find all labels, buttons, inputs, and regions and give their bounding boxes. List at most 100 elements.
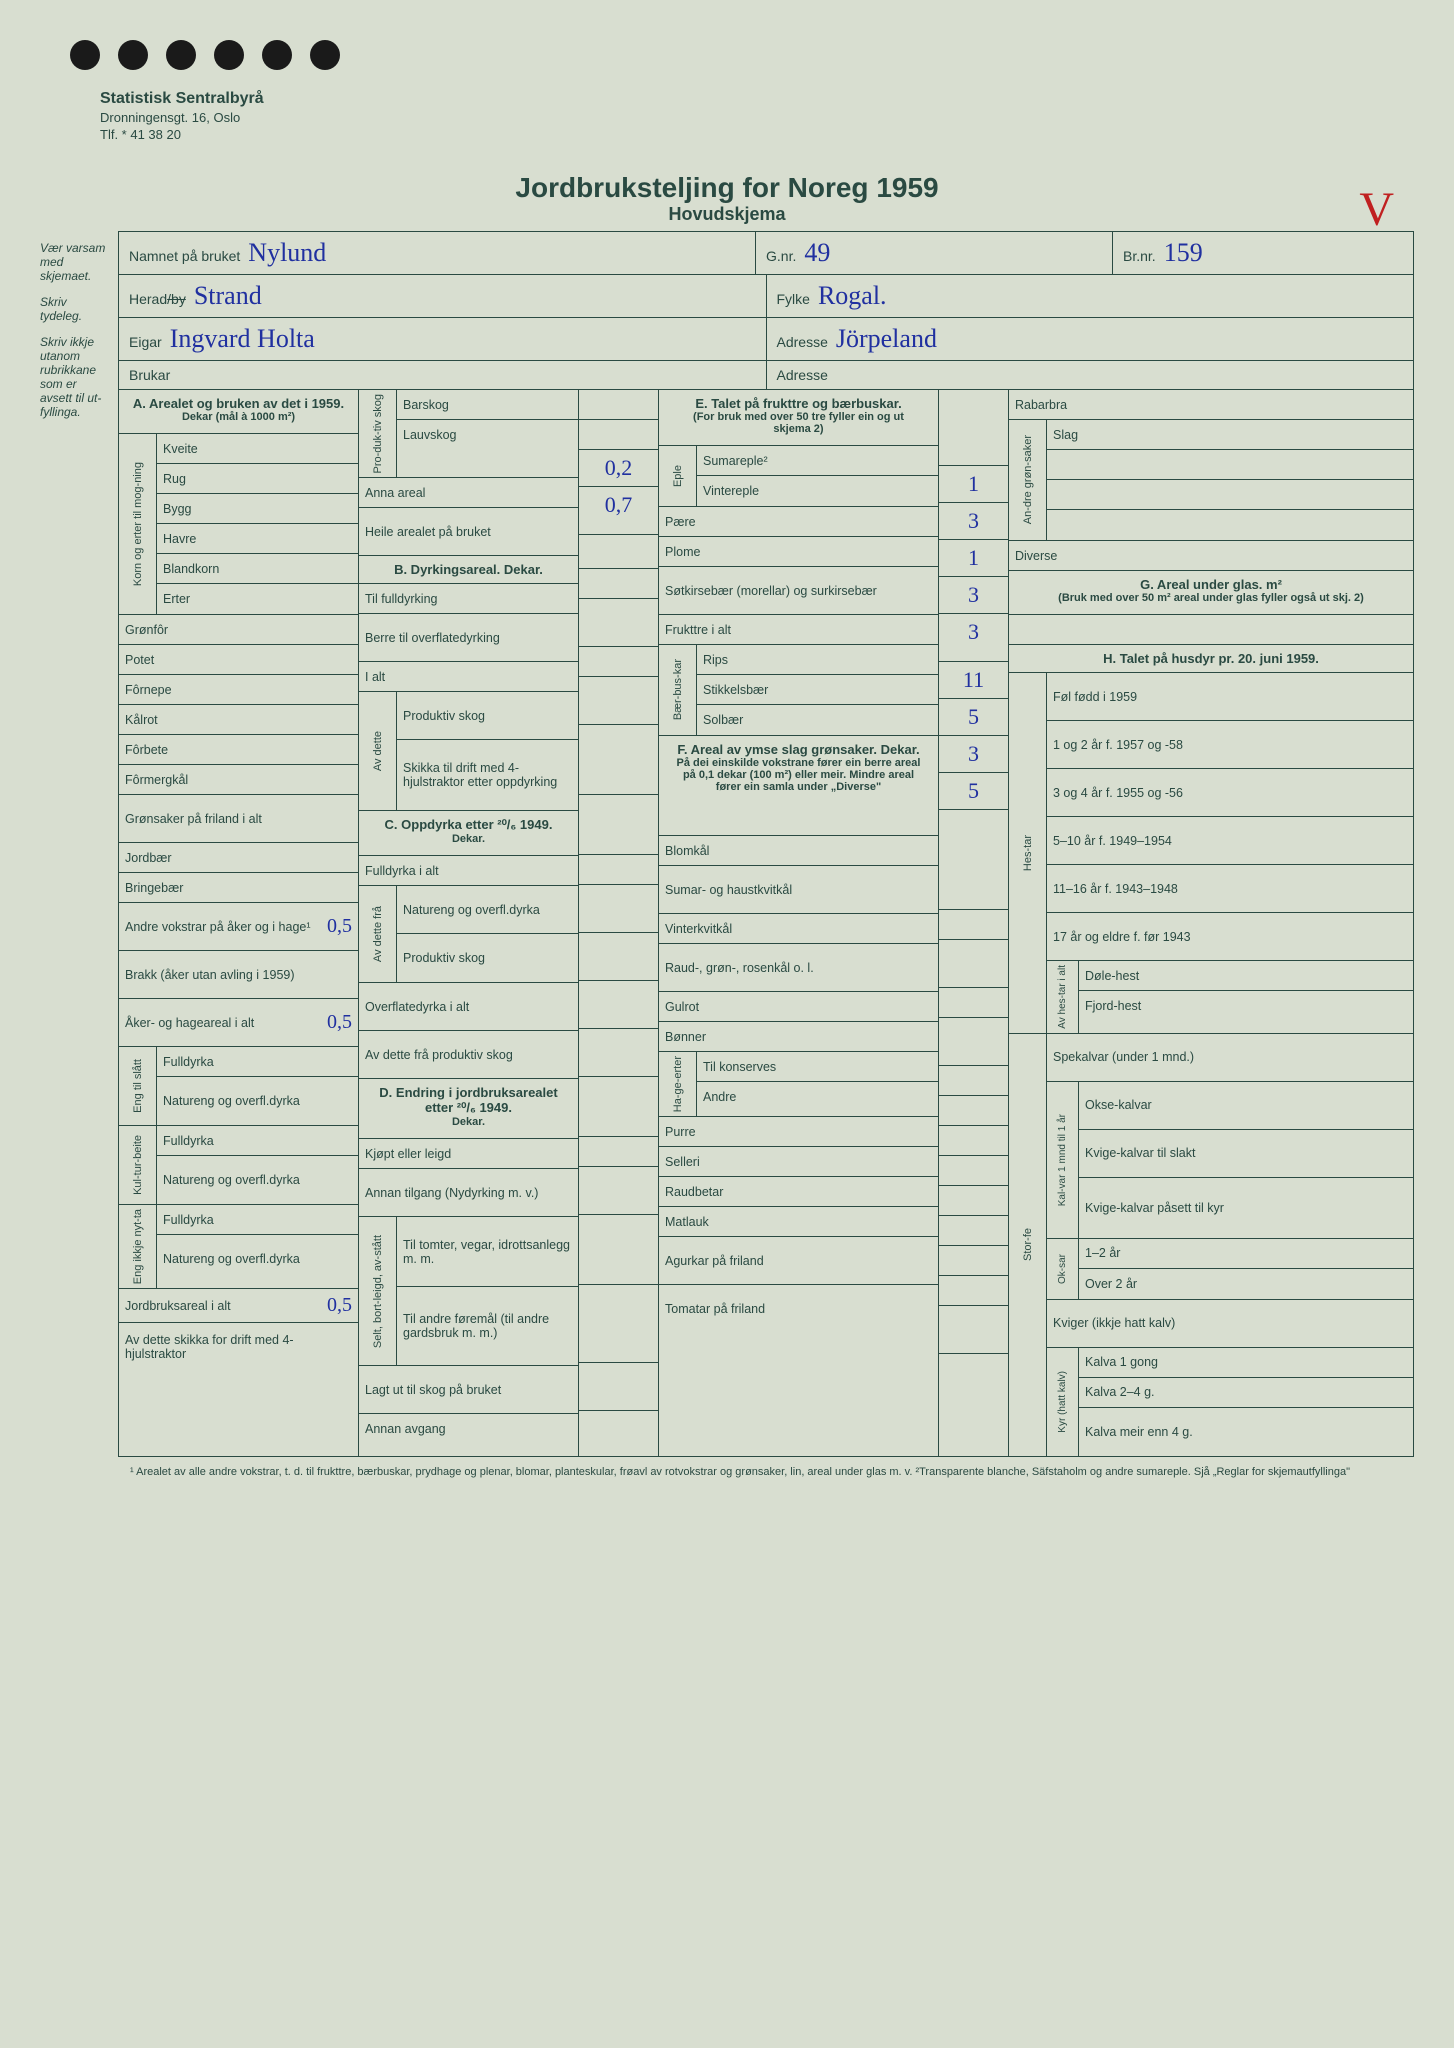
- fylke-value[interactable]: Rogal.: [818, 281, 1403, 311]
- adresse-value[interactable]: Jörpeland: [836, 324, 1403, 354]
- h-k2: Kalva 2–4 g.: [1079, 1378, 1413, 1408]
- h-3-4: 3 og 4 år f. 1955 og -56: [1047, 769, 1413, 817]
- h-1-2: 1 og 2 år f. 1957 og -58: [1047, 721, 1413, 769]
- v-kirsebaer[interactable]: 3: [939, 614, 1008, 662]
- brnr-label: Br.nr.: [1123, 248, 1156, 264]
- e-paere: Pære: [659, 507, 938, 537]
- g-diverse: Diverse: [1009, 541, 1413, 571]
- f-tomatar: Tomatar på friland: [659, 1285, 938, 1333]
- g-head: G. Areal under glas. m² (Bruk med over 5…: [1009, 571, 1413, 615]
- v-lauvskog[interactable]: [579, 420, 658, 450]
- v-anna[interactable]: 0,2: [579, 450, 658, 487]
- adresse2-label: Adresse: [777, 367, 828, 383]
- d-kjopt: Kjøpt eller leigd: [359, 1139, 578, 1169]
- e-solbaer: Solbær: [697, 705, 938, 735]
- f-head: F. Areal av ymse slag grønsaker. Dekar. …: [659, 736, 938, 836]
- b-head: B. Dyrkingsareal. Dekar.: [359, 556, 578, 584]
- e-vintereple: Vintereple: [697, 476, 938, 506]
- v-rips[interactable]: 5: [939, 699, 1008, 736]
- v-frukttre-ialt[interactable]: 11: [939, 662, 1008, 699]
- col-ef: E. Talet på frukttre og bærbuskar. (For …: [659, 390, 939, 1456]
- h-o12: 1–2 år: [1079, 1239, 1413, 1269]
- e-kirsebaer: Søtkirsebær (morellar) og surkirsebær: [659, 567, 938, 615]
- sub-title: Hovudskjema: [40, 204, 1414, 225]
- a-erter: Erter: [157, 584, 358, 614]
- b-ialt: I alt: [359, 662, 578, 692]
- a-head: A. Arealet og bruken av det i 1959. Deka…: [119, 390, 358, 434]
- b-overflate: Berre til overflatedyrking: [359, 614, 578, 662]
- h-okse: Okse-kalvar: [1079, 1082, 1413, 1130]
- prod-lauvskog: Lauvskog: [397, 420, 578, 450]
- gnr-value[interactable]: 49: [804, 238, 1102, 268]
- col-gh: Rabarbra An-dre grøn-saker Slag Diverse …: [1009, 390, 1413, 1456]
- a-andre-vokstrar-val[interactable]: 0,5: [327, 915, 352, 938]
- v-heile[interactable]: 0,7: [579, 487, 658, 535]
- title-row: Jordbruksteljing for Noreg 1959 Hovudskj…: [40, 172, 1414, 225]
- h-kviger: Kviger (ikkje hatt kalv): [1047, 1300, 1413, 1348]
- a-aker-hage-val[interactable]: 0,5: [327, 1011, 352, 1034]
- e-head: E. Talet på frukttre og bærbuskar. (For …: [659, 390, 938, 446]
- footnote: ¹ Arealet av alle andre vokstrar, t. d. …: [40, 1457, 1414, 1487]
- v-plome[interactable]: 3: [939, 577, 1008, 614]
- brnr-value[interactable]: 159: [1164, 238, 1403, 268]
- a-kveite: Kveite: [157, 434, 358, 464]
- a-jordbruksareal-val[interactable]: 0,5: [327, 1294, 352, 1317]
- c-natureng: Natureng og overfl.dyrka: [397, 886, 578, 934]
- a-aker-hage: Åker- og hageareal i alt 0,5: [119, 999, 358, 1047]
- prod-anna: Anna areal: [359, 478, 578, 508]
- punch-holes: [70, 40, 1414, 70]
- f-raudkal: Raud-, grøn-, rosenkål o. l.: [659, 944, 938, 992]
- v-solbaer[interactable]: 5: [939, 773, 1008, 810]
- side-note-1: Vær varsam med skjemaet.: [40, 241, 110, 283]
- g-slag: Slag: [1047, 420, 1413, 450]
- v-sumareple[interactable]: 1: [939, 466, 1008, 503]
- d-lagt-ut: Lagt ut til skog på bruket: [359, 1366, 578, 1414]
- col-a: A. Arealet og bruken av det i 1959. Deka…: [119, 390, 359, 1456]
- h-fjord: Fjord-hest: [1079, 991, 1413, 1021]
- v-barskog[interactable]: [579, 390, 658, 420]
- namnet-value[interactable]: Nylund: [248, 238, 745, 268]
- v-stikkelsbaer[interactable]: 3: [939, 736, 1008, 773]
- d-andre: Til andre føremål (til andre gardsbruk m…: [397, 1287, 578, 1365]
- h-head: H. Talet på husdyr pr. 20. juni 1959.: [1009, 645, 1413, 673]
- a-brakk: Brakk (åker utan avling i 1959): [119, 951, 358, 999]
- f-blomkal: Blomkål: [659, 836, 938, 866]
- form-area: Namnet på bruket Nylund G.nr. 49 Br.nr. …: [118, 231, 1414, 1457]
- org-addr1: Dronningensgt. 16, Oslo: [100, 110, 1414, 125]
- h-kvige-kyr: Kvige-kalvar påsett til kyr: [1079, 1178, 1413, 1238]
- brukar-label: Brukar: [129, 367, 170, 383]
- adresse-label: Adresse: [777, 334, 828, 350]
- prod-barskog: Barskog: [397, 390, 578, 420]
- a-rug: Rug: [157, 464, 358, 494]
- a-andre-vokstrar: Andre vokstrar på åker og i hage¹ 0,5: [119, 903, 358, 951]
- a-potet: Potet: [119, 645, 358, 675]
- h-11-16: 11–16 år f. 1943–1948: [1047, 865, 1413, 913]
- a-jordbruksareal: Jordbruksareal i alt 0,5: [119, 1289, 358, 1323]
- b-skikka: Skikka til drift med 4-hjulstraktor ette…: [397, 740, 578, 810]
- v-vintereple[interactable]: 3: [939, 503, 1008, 540]
- org-addr2: Tlf. * 41 38 20: [100, 127, 1414, 142]
- d-head: D. Endring i jordbruksarealet etter ²⁰/₆…: [359, 1079, 578, 1139]
- a-gronsaker: Grønsaker på friland i alt: [119, 795, 358, 843]
- f-purre: Purre: [659, 1117, 938, 1147]
- g-rabarbra: Rabarbra: [1009, 390, 1413, 420]
- c-overflate: Overflatedyrka i alt: [359, 983, 578, 1031]
- e-rips: Rips: [697, 645, 938, 675]
- fylke-label: Fylke: [777, 291, 810, 307]
- d-tomter: Til tomter, vegar, idrottsanlegg m. m.: [397, 1217, 578, 1287]
- side-notes: Vær varsam med skjemaet. Skriv tydeleg. …: [40, 231, 110, 1457]
- h-5-10: 5–10 år f. 1949–1954: [1047, 817, 1413, 865]
- e-stikkelsbaer: Stikkelsbær: [697, 675, 938, 705]
- f-selleri: Selleri: [659, 1147, 938, 1177]
- a-gronfor: Grønfôr: [119, 615, 358, 645]
- col-ef-values: 1 3 1 3 3 11 5 3 5: [939, 390, 1009, 1456]
- v-paere[interactable]: 1: [939, 540, 1008, 577]
- herad-label: Herad/by: [129, 291, 186, 307]
- herad-value[interactable]: Strand: [194, 281, 756, 311]
- a-bringebaer: Bringebær: [119, 873, 358, 903]
- f-andre: Andre: [697, 1082, 938, 1112]
- e-plome: Plome: [659, 537, 938, 567]
- a-blandkorn: Blandkorn: [157, 554, 358, 584]
- top-fields: Namnet på bruket Nylund G.nr. 49 Br.nr. …: [118, 231, 1414, 390]
- eigar-value[interactable]: Ingvard Holta: [170, 324, 756, 354]
